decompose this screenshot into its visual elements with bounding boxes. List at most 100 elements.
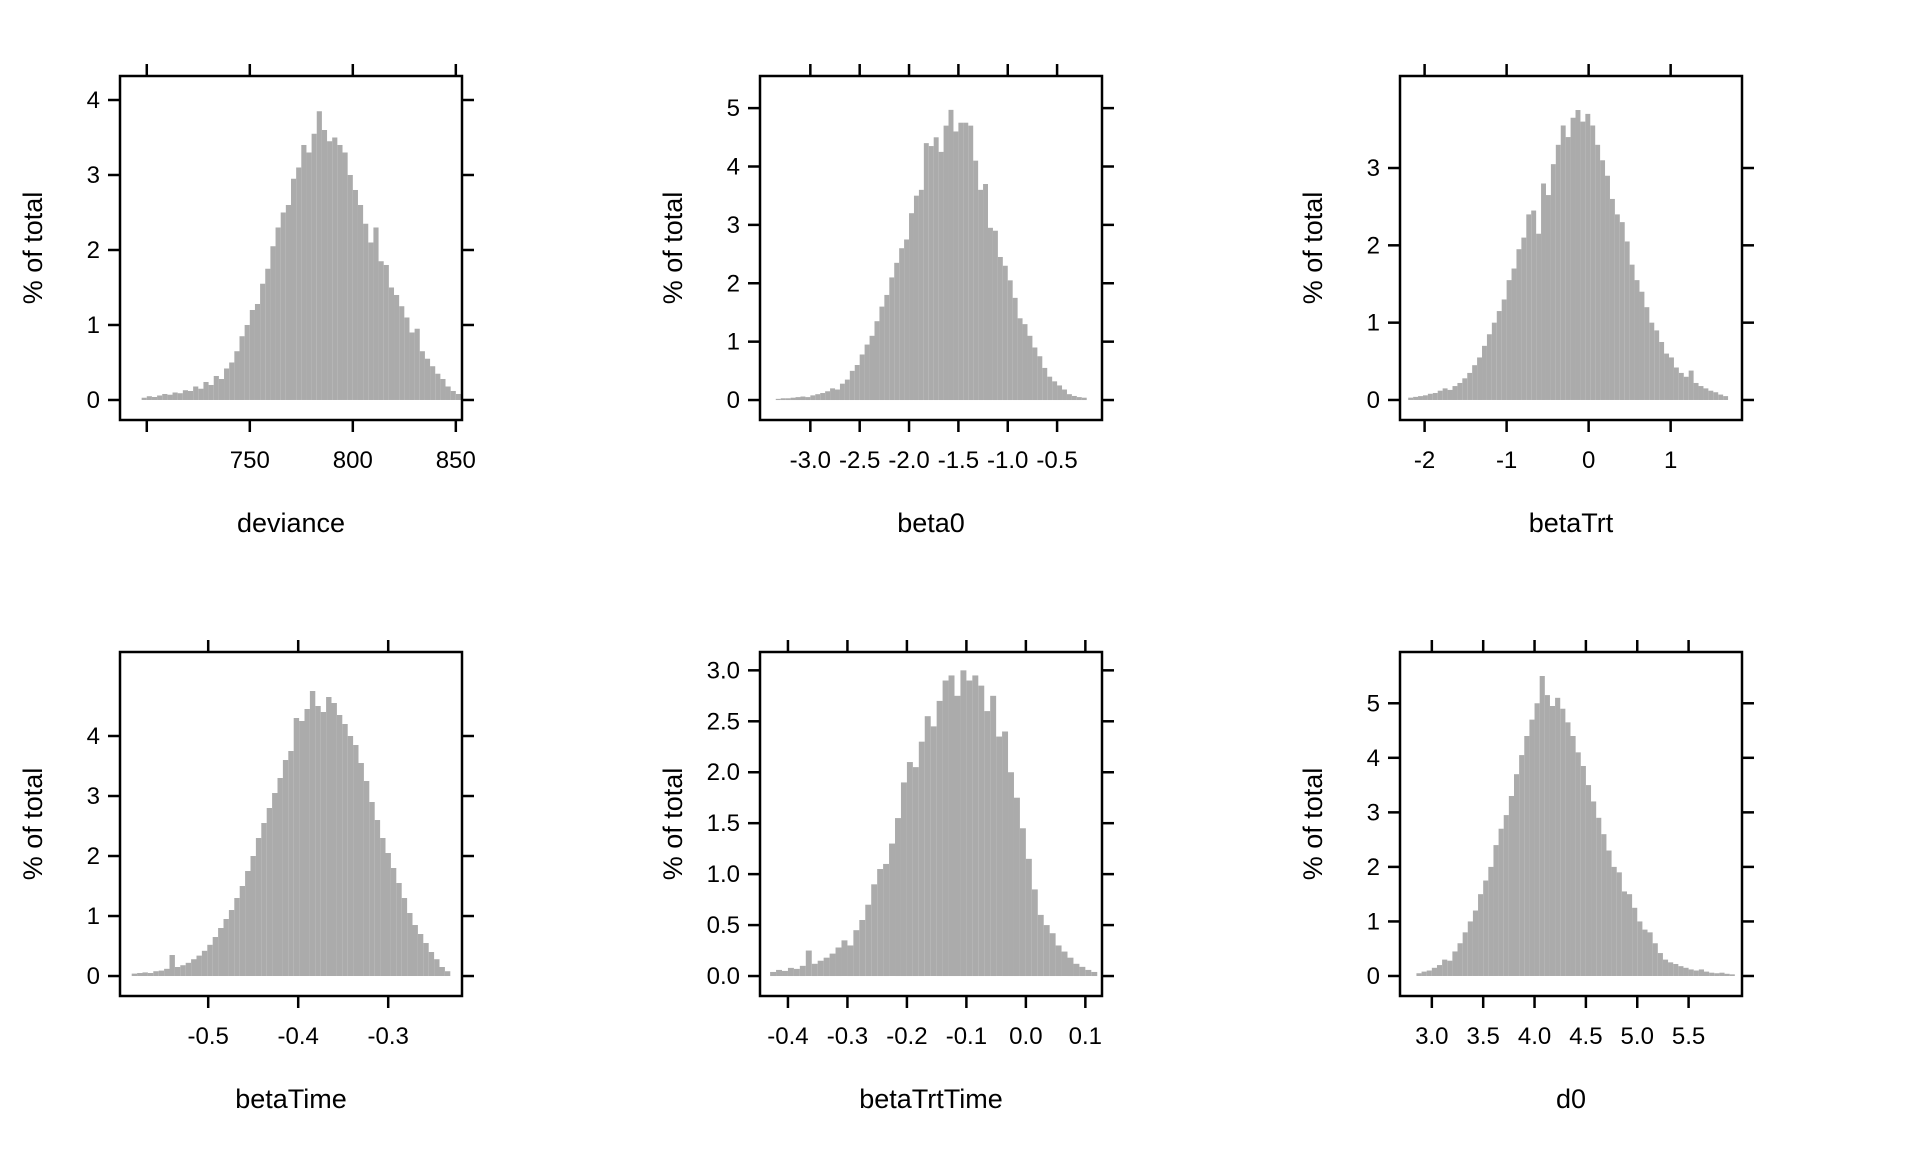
histogram-bar [272, 793, 278, 977]
histogram-bar [1688, 370, 1694, 400]
histogram-bar [244, 324, 250, 400]
histogram-bar [1560, 708, 1566, 976]
histogram-bar [1503, 815, 1509, 976]
histogram-bar [1724, 973, 1730, 976]
panel-beta0: -3.0 -2.5 -2.0 -1.5 -1.0 -0.5 0 1 2 3 4 5 beta0 % of … [640, 0, 1280, 576]
histogram-bar [1447, 389, 1453, 400]
histogram-bar [1422, 395, 1428, 400]
histogram-bar [1022, 324, 1028, 401]
histogram-bar [1442, 959, 1448, 976]
histogram-bar [1408, 397, 1414, 400]
histogram-bar [254, 303, 261, 400]
y-tick-label: 4 [727, 154, 740, 181]
histogram-bar [1521, 237, 1527, 400]
histogram-bars [770, 670, 1098, 977]
histogram-bars [141, 111, 461, 400]
histogram-bar [904, 239, 910, 401]
histogram-bars [131, 691, 451, 977]
histogram-bar [810, 395, 816, 401]
x-tick-label: -1.5 [938, 447, 979, 474]
histogram-bar [775, 398, 781, 401]
histogram-bar [203, 381, 209, 400]
histogram-bar [435, 373, 441, 400]
y-tick-label: 1 [1367, 908, 1380, 935]
histogram-bar [983, 184, 988, 401]
histogram-bar [1482, 345, 1487, 400]
histogram-bar [958, 122, 964, 401]
histogram-bar [191, 959, 197, 977]
histogram-bar [1611, 866, 1617, 976]
histogram-bar [327, 141, 333, 400]
histogram-bar [1708, 390, 1714, 400]
x-axis-title: deviance [237, 508, 345, 538]
histogram-bar [180, 965, 186, 977]
histogram-bar [151, 396, 158, 400]
histogram-bar [1605, 175, 1610, 400]
histogram-bar [1632, 907, 1638, 976]
histogram-bar [864, 344, 870, 401]
histogram-bar [829, 953, 836, 977]
histogram-bar [1729, 974, 1735, 976]
labels: 3.0 3.5 4.0 4.5 5.0 5.5 0 1 2 3 4 5 d0 % of total [1298, 690, 1705, 1114]
histogram-bar [285, 204, 291, 400]
histogram-bar [943, 125, 949, 401]
histogram-bar [198, 388, 204, 400]
histogram-bar [1619, 222, 1625, 400]
histogram-bar [213, 375, 219, 400]
histogram-bar [316, 111, 322, 400]
histogram-bar [352, 189, 358, 400]
histogram-bar [928, 146, 934, 401]
histogram-bar [869, 335, 875, 401]
histogram-bar [1616, 872, 1622, 976]
histogram-bar [1462, 932, 1468, 976]
panel-betaTime: -0.5 -0.4 -0.3 0 1 2 3 4 betaTime % of total [0, 576, 640, 1152]
panel-betaTrt: -2 -1 0 1 0 1 2 3 betaTrt % of total [1280, 0, 1920, 576]
histogram-bar [1673, 963, 1679, 976]
histogram-bar [218, 928, 224, 977]
histogram-bar [1555, 697, 1561, 976]
histogram-bar [1659, 341, 1665, 400]
histogram-bar [444, 971, 451, 977]
histogram-bar [988, 227, 993, 401]
histogram-bar [835, 947, 842, 977]
x-tick-label: 750 [230, 447, 270, 474]
y-tick-label: 2.5 [707, 708, 740, 735]
histogram-bar [973, 160, 979, 401]
histogram-bar [1079, 966, 1086, 977]
histogram-bar [1698, 969, 1704, 976]
histogram-bar [978, 189, 984, 401]
histogram-bar [1413, 396, 1419, 400]
histogram-bar [390, 868, 397, 977]
histogram-bar [1647, 932, 1653, 976]
histogram-bar [1472, 910, 1479, 976]
histogram-bar [409, 332, 415, 400]
y-tick-label: 1.5 [707, 810, 740, 837]
histogram-bar [174, 967, 181, 977]
histogram-bar [1580, 765, 1586, 976]
histogram-bar [353, 745, 359, 977]
histogram-bar [1591, 801, 1597, 976]
histogram-bar [1639, 291, 1645, 400]
histogram-bar [207, 944, 213, 977]
histogram-betaTrt: -2 -1 0 1 0 1 2 3 betaTrt % of total [1298, 64, 1754, 538]
labels: -3.0 -2.5 -2.0 -1.5 -1.0 -0.5 0 1 2 3 4 5 beta0 % of … [658, 95, 1078, 538]
y-axis-title: % of total [658, 192, 688, 305]
histogram-bar [1683, 967, 1689, 976]
x-tick-label: -2 [1414, 447, 1435, 474]
histogram-bar [1496, 311, 1502, 400]
histogram-bar [1017, 318, 1023, 401]
histogram-bar [1488, 866, 1494, 976]
axes [1388, 64, 1754, 432]
histogram-bar [1550, 164, 1556, 400]
histogram-bar [1073, 963, 1080, 977]
histogram-bar [795, 397, 801, 401]
axes [108, 64, 474, 432]
histogram-bar [1596, 817, 1602, 976]
histogram-bar [1519, 755, 1525, 976]
histogram-bar [1427, 393, 1433, 400]
y-tick-label: 5 [1367, 690, 1380, 717]
histogram-bar [153, 971, 159, 977]
histogram-bar [1673, 367, 1679, 400]
histogram-bar [1536, 233, 1542, 400]
histogram-bar [331, 703, 337, 977]
